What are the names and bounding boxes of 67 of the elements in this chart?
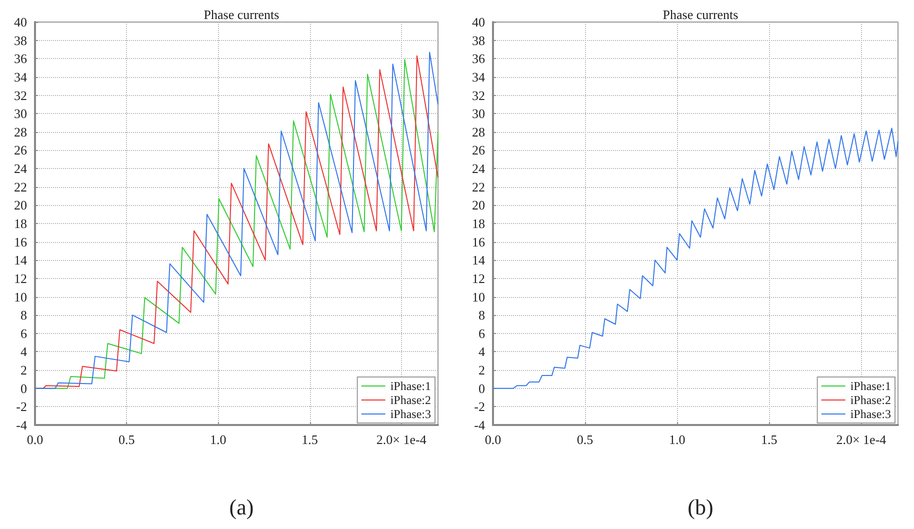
x-tick-label: 2.0× 1e-4 <box>376 432 427 447</box>
y-tick-label: 14 <box>472 252 486 268</box>
legend-label: iPhase:2 <box>850 393 892 407</box>
y-tick-label: 4 <box>478 344 486 360</box>
y-tick-label: -4 <box>474 418 486 432</box>
y-tick-label: -2 <box>474 399 485 414</box>
y-tick-label: 34 <box>14 69 28 84</box>
x-tick-label: 0.0 <box>484 432 502 447</box>
y-tick-label: 0 <box>20 380 27 396</box>
x-tick-label: 0.5 <box>576 432 594 447</box>
y-tick-label: 2 <box>478 362 485 378</box>
y-tick-label: 28 <box>472 124 485 140</box>
y-tick-label: 18 <box>472 216 485 231</box>
y-tick-label: 34 <box>472 69 486 84</box>
y-tick-label: 22 <box>472 179 485 194</box>
y-tick-label: 12 <box>14 270 27 286</box>
y-tick-label: 10 <box>14 289 27 304</box>
y-tick-label: 40 <box>472 14 485 30</box>
x-tick-label: 0.0 <box>26 432 44 447</box>
y-tick-label: 8 <box>20 308 27 323</box>
chart-title: Phase currents <box>204 7 280 22</box>
y-tick-label: -4 <box>16 418 28 432</box>
y-tick-label: 30 <box>472 106 485 122</box>
y-tick-label: 12 <box>472 270 485 286</box>
y-tick-label: 38 <box>472 32 485 48</box>
y-tick-label: 16 <box>472 234 486 250</box>
y-tick-label: 20 <box>14 198 27 213</box>
y-tick-label: 38 <box>14 32 27 48</box>
y-tick-label: 28 <box>14 124 27 140</box>
y-tick-label: 32 <box>472 88 485 103</box>
y-tick-label: -2 <box>16 399 27 414</box>
legend-label: iPhase:1 <box>390 379 432 393</box>
legend-label: iPhase:1 <box>850 379 892 393</box>
y-tick-label: 10 <box>472 289 485 304</box>
y-tick-label: 0 <box>478 380 485 396</box>
x-tick-label: 1.5 <box>761 432 778 447</box>
y-tick-label: 18 <box>14 216 27 231</box>
x-tick-label: 1.5 <box>302 432 318 447</box>
line-series <box>492 128 898 389</box>
text: (b) <box>688 494 714 520</box>
legend-label: iPhase:3 <box>390 407 432 421</box>
chart-title: Phase currents <box>662 7 738 22</box>
y-tick-label: 40 <box>14 14 27 30</box>
y-tick-label: 32 <box>14 88 27 103</box>
y-tick-label: 14 <box>14 252 28 268</box>
y-tick-label: 22 <box>14 179 27 194</box>
text: (a) <box>229 494 254 520</box>
y-tick-label: 2 <box>20 362 27 378</box>
x-tick-label: 1.0 <box>668 432 686 447</box>
y-tick-label: 20 <box>472 198 485 213</box>
x-tick-label: 2.0× 1e-4 <box>836 432 887 447</box>
y-tick-label: 4 <box>20 344 28 360</box>
y-tick-label: 24 <box>472 161 486 176</box>
y-tick-label: 36 <box>14 51 28 66</box>
y-tick-label: 26 <box>14 142 28 158</box>
y-tick-label: 26 <box>472 142 486 158</box>
x-tick-label: 1.0 <box>210 432 226 447</box>
y-tick-label: 16 <box>14 234 28 250</box>
y-tick-label: 30 <box>14 106 27 122</box>
y-tick-label: 24 <box>14 161 28 176</box>
y-tick-label: 6 <box>478 326 486 341</box>
legend-label: iPhase:3 <box>850 407 892 421</box>
x-tick-label: 0.5 <box>118 432 135 447</box>
y-tick-label: 6 <box>20 326 28 341</box>
legend-label: iPhase:2 <box>390 393 432 407</box>
y-tick-label: 36 <box>472 51 486 66</box>
y-tick-label: 8 <box>478 308 485 323</box>
